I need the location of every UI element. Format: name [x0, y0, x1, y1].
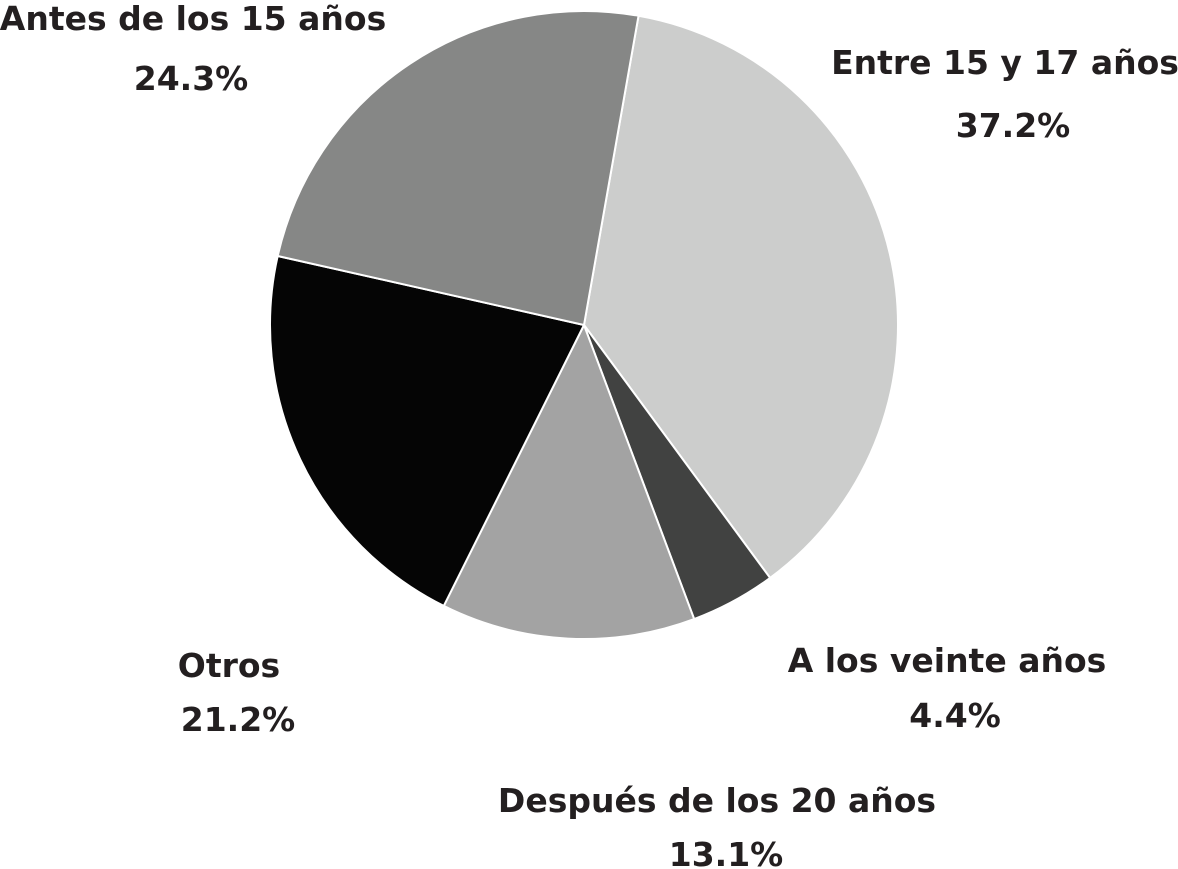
- slice-label-a-los-veinte: A los veinte años: [788, 641, 1107, 680]
- pie-slice-2: [442, 324, 696, 640]
- slice-value-despues-20: 13.1%: [669, 835, 784, 869]
- pie-slice-4: [276, 10, 640, 326]
- pie-slice-3: [269, 255, 585, 607]
- slice-value-antes-15: 24.3%: [134, 59, 249, 98]
- slice-label-despues-20: Después de los 20 años: [498, 781, 936, 820]
- pie-slices: [269, 10, 900, 640]
- slice-value-entre-15-17: 37.2%: [956, 106, 1071, 145]
- slice-value-a-los-veinte: 4.4%: [909, 696, 1001, 735]
- slice-label-antes-15: Antes de los 15 años: [0, 0, 386, 38]
- slice-value-otros: 21.2%: [181, 700, 296, 739]
- slice-label-entre-15-17: Entre 15 y 17 años: [831, 43, 1178, 82]
- slice-label-otros: Otros: [178, 646, 280, 685]
- pie-slice-0: [583, 14, 900, 579]
